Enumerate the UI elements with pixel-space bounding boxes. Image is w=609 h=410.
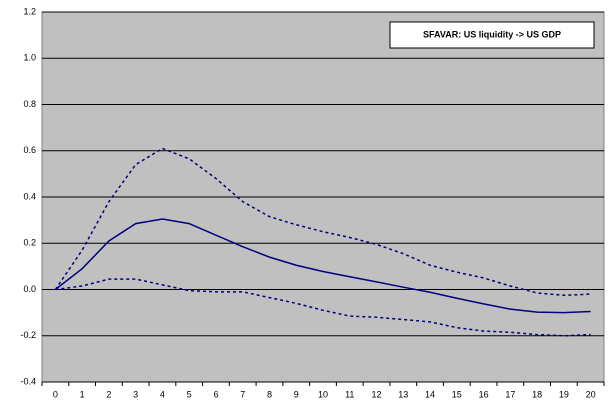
x-tick-label: 10 [318, 389, 328, 399]
x-tick-label: 18 [532, 389, 542, 399]
x-tick-label: 11 [345, 389, 354, 399]
title-box [389, 21, 595, 49]
x-tick-label: 6 [213, 389, 218, 399]
x-tick-label: 13 [398, 389, 408, 399]
x-tick-label: 19 [559, 389, 569, 399]
x-tick-label: 9 [294, 389, 299, 399]
y-tick-label: -0.2 [20, 330, 36, 340]
y-tick-label: 0.2 [23, 238, 36, 248]
data-line [55, 278, 591, 337]
x-tick-label: 14 [425, 389, 435, 399]
x-tick-label: 15 [452, 389, 462, 399]
x-tick-label: 20 [586, 389, 596, 399]
y-tick-label: 1.0 [23, 53, 36, 63]
x-tick-label: 7 [240, 389, 245, 399]
y-tick-label: 0.0 [23, 284, 36, 294]
y-tick-label: 0.4 [23, 191, 36, 201]
x-tick-label: 12 [372, 389, 382, 399]
x-tick-label: 3 [133, 389, 138, 399]
y-tick-label: 1.2 [23, 6, 36, 16]
y-tick-label: 0.6 [23, 145, 36, 155]
y-tick-label: -0.4 [20, 376, 36, 386]
data-line [54, 218, 591, 314]
x-tick-label: 16 [479, 389, 489, 399]
x-tick-label: 2 [106, 389, 111, 399]
x-tick-label: 8 [267, 389, 272, 399]
chart-title: SFAVAR: US liquidity -> US GDP [423, 29, 561, 39]
x-tick-label: 0 [53, 389, 58, 399]
x-tick-label: 1 [80, 389, 85, 399]
x-tick-label: 17 [505, 389, 515, 399]
y-tick-label: 0.8 [23, 99, 36, 109]
x-tick-label: 5 [187, 389, 192, 399]
x-tick-label: 4 [160, 389, 165, 399]
